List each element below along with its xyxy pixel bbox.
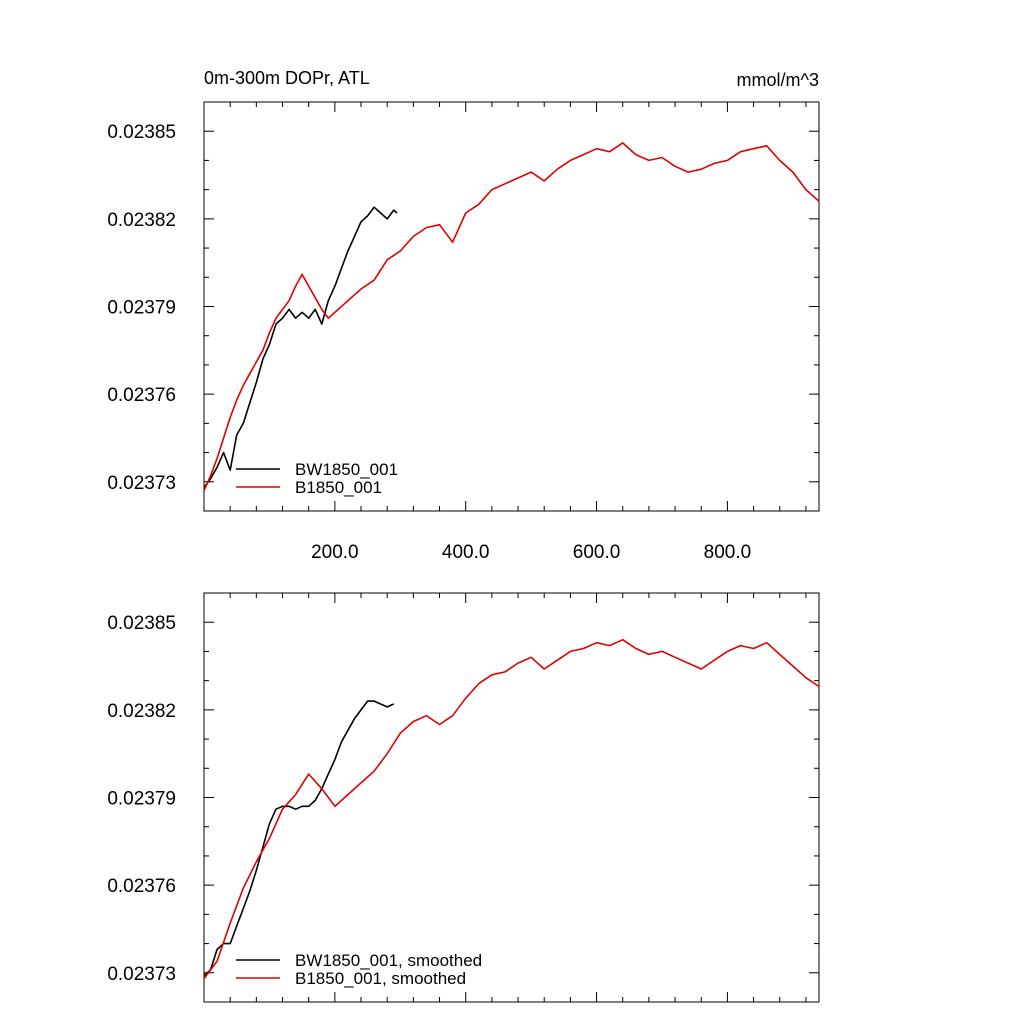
x-tick-label: 400.0 [442, 542, 490, 563]
top-x-tick-labels: 200.0 400.0 600.0 800.0 [311, 542, 751, 563]
legend-label: BW1850_001 [295, 460, 398, 479]
series-line-red [203, 638, 820, 980]
y-tick-label: 0.02385 [107, 613, 176, 634]
y-tick-label: 0.02385 [107, 122, 176, 143]
legend-label: B1850_001, smoothed [295, 969, 466, 988]
y-tick-label: 0.02376 [107, 385, 176, 406]
legend-label: BW1850_001, smoothed [295, 951, 482, 970]
bottom-panel: 0.02373 0.02376 0.02379 0.02382 0.02385 BW18… [107, 592, 820, 1003]
top-axis-ticks [204, 101, 819, 512]
bottom-series-lines [203, 638, 820, 980]
y-tick-label: 0.02379 [107, 298, 176, 319]
x-tick-label: 200.0 [311, 542, 359, 563]
bottom-y-tick-labels: 0.02373 0.02376 0.02379 0.02382 0.02385 [107, 613, 176, 985]
series-line-black [203, 700, 395, 977]
y-tick-label: 0.02382 [107, 210, 176, 231]
y-tick-label: 0.02379 [107, 789, 176, 810]
y-tick-label: 0.02382 [107, 701, 176, 722]
y-tick-label: 0.02376 [107, 876, 176, 897]
top-panel: 0m-300m DOPr, ATL mmol/m^3 0.023730.0237… [107, 68, 820, 563]
top-plot-frame [203, 101, 820, 512]
top-y-tick-labels: 0.02373 0.02376 0.02379 0.02382 0.02385 [107, 122, 176, 494]
top-series-lines [203, 142, 820, 491]
top-chart-title: 0m-300m DOPr, ATL [204, 68, 370, 88]
top-chart-units: mmol/m^3 [737, 70, 819, 90]
series-line-red [203, 142, 820, 491]
x-tick-label: 600.0 [573, 542, 621, 563]
bottom-plot-frame [203, 592, 820, 1003]
bottom-axis-ticks [204, 592, 819, 1003]
y-tick-label: 0.02373 [107, 473, 176, 494]
series-line-black [203, 206, 398, 489]
legend-label: B1850_001 [295, 478, 382, 497]
y-tick-label: 0.02373 [107, 964, 176, 985]
x-tick-label: 800.0 [704, 542, 752, 563]
